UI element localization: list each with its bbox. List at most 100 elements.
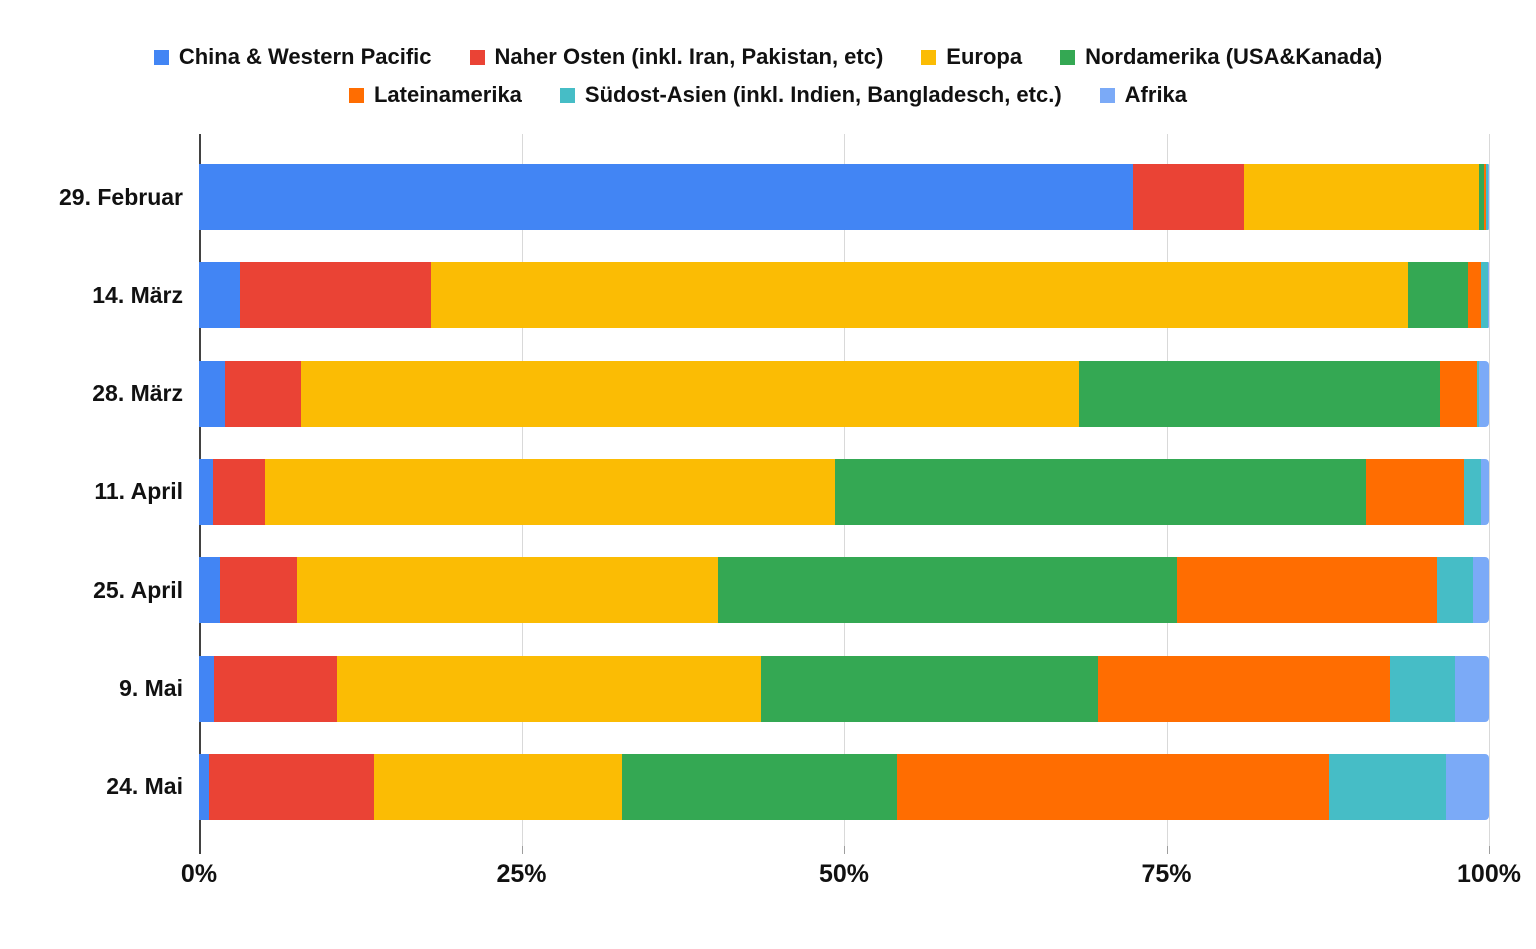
bar-segment (1446, 753, 1489, 820)
bar-segment (1329, 753, 1447, 820)
bar-segment (1439, 360, 1478, 427)
x-axis-label: 25% (496, 860, 547, 888)
bar-segment (300, 360, 1079, 427)
legend-swatch-icon (348, 87, 364, 103)
bar-track (199, 360, 1489, 427)
legend-label: Südost-Asien (inkl. Indien, Bangladesch,… (584, 82, 1062, 107)
legend-swatch-icon (153, 49, 169, 65)
bar-segment (1366, 458, 1465, 525)
bar-segment (1483, 164, 1487, 230)
bar-segment (199, 262, 241, 329)
bar-segment (1407, 262, 1469, 329)
bar-segment (199, 458, 214, 525)
bar-segment (1478, 360, 1489, 427)
bar-segment (374, 753, 623, 820)
legend-swatch-icon (469, 49, 485, 65)
legend-label: China & Western Pacific (178, 44, 432, 69)
bar-segment (213, 458, 265, 525)
bar-segment (240, 262, 432, 329)
bar-track (199, 655, 1489, 722)
bar-segment (1477, 360, 1479, 427)
x-axis-label: 0% (180, 860, 218, 888)
bar-segment (337, 655, 762, 722)
legend-swatch-icon (1099, 87, 1115, 103)
legend-swatch-icon (1060, 49, 1076, 65)
stacked-bar-chart: 29. Februar 14. März 28. März 11. April 25. … (0, 134, 1521, 898)
bar-row: 29. Februar (59, 164, 1489, 230)
bar-segment (1176, 557, 1438, 624)
axis-tick (1489, 846, 1490, 854)
bar-segment (1481, 458, 1489, 525)
bar-segment (622, 753, 897, 820)
legend-item: Nordamerika (USA&Kanada) (1060, 44, 1382, 70)
bar-segment (1389, 655, 1456, 722)
bar-row: 14. März (92, 262, 1489, 329)
bar-segment (199, 753, 210, 820)
bar-segment (1098, 655, 1390, 722)
legend-label: Nordamerika (USA&Kanada) (1085, 44, 1383, 69)
bar-segment (834, 458, 1367, 525)
legend-item: Lateinamerika (348, 82, 522, 108)
legend-swatch-icon (921, 49, 937, 65)
x-axis-label: 75% (1141, 860, 1192, 888)
bar-segment (896, 753, 1329, 820)
bar-segment (1078, 360, 1440, 427)
legend-item: Südost-Asien (inkl. Indien, Bangladesch,… (559, 82, 1062, 108)
bar-segment (199, 164, 1133, 230)
bar-row: 24. Mai (106, 753, 1489, 820)
bar-track (199, 262, 1489, 329)
category-label: 14. März (92, 281, 183, 308)
x-axis-label: 100% (1457, 860, 1521, 888)
bar-row: 9. Mai (119, 655, 1489, 722)
bar-segment (1481, 262, 1488, 329)
bar-row: 28. März (92, 360, 1489, 427)
legend-item: Europa (921, 44, 1022, 70)
bar-segment (199, 557, 220, 624)
legend-label: Afrika (1124, 82, 1188, 107)
bar-row: 25. April (93, 557, 1489, 624)
bar-segment (1478, 164, 1484, 230)
category-label: 25. April (93, 576, 183, 603)
category-label: 9. Mai (119, 675, 183, 702)
plot-area: 29. Februar 14. März 28. März 11. April 25. … (59, 134, 1490, 854)
bar-segment (1437, 557, 1474, 624)
bar-segment (431, 262, 1408, 329)
x-axis: 0% 25% 50% 75% 100% (181, 846, 1521, 898)
legend-swatch-icon (559, 87, 575, 103)
bar-segment (1473, 557, 1489, 624)
bar-segment (1132, 164, 1244, 230)
legend-item: China & Western Pacific (153, 44, 432, 70)
bar-track (199, 557, 1489, 624)
category-label: 28. März (92, 380, 183, 407)
bar-segment (1455, 655, 1489, 722)
bar-row: 11. April (94, 458, 1489, 525)
bar-rows: 29. Februar 14. März 28. März 11. April 25. … (59, 134, 1489, 846)
legend-label: Lateinamerika (373, 82, 522, 107)
bar-segment (224, 360, 301, 427)
legend-item: Afrika (1099, 82, 1188, 108)
x-axis-label: 50% (818, 860, 870, 888)
bar-segment (717, 557, 1177, 624)
bar-track (199, 753, 1489, 820)
legend-item: Naher Osten (inkl. Iran, Pakistan, etc) (469, 44, 884, 70)
bar-segment (214, 655, 338, 722)
bar-segment (297, 557, 718, 624)
category-label: 24. Mai (106, 773, 183, 800)
chart-legend: China & Western Pacific Naher Osten (inkl… (68, 0, 1468, 108)
legend-label: Naher Osten (inkl. Iran, Pakistan, etc) (494, 44, 884, 69)
bar-segment (199, 655, 215, 722)
bar-segment (1487, 164, 1489, 230)
bar-track (199, 458, 1489, 525)
bar-segment (761, 655, 1099, 722)
bar-segment (1468, 262, 1482, 329)
bar-segment (219, 557, 298, 624)
bar-segment (264, 458, 835, 525)
category-label: 11. April (94, 478, 183, 505)
gridline (1489, 134, 1490, 846)
bar-segment (1486, 164, 1488, 230)
category-label: 29. Februar (59, 183, 183, 210)
bar-segment (1487, 262, 1489, 329)
bar-track (199, 164, 1489, 230)
bar-segment (1464, 458, 1482, 525)
bar-segment (209, 753, 375, 820)
